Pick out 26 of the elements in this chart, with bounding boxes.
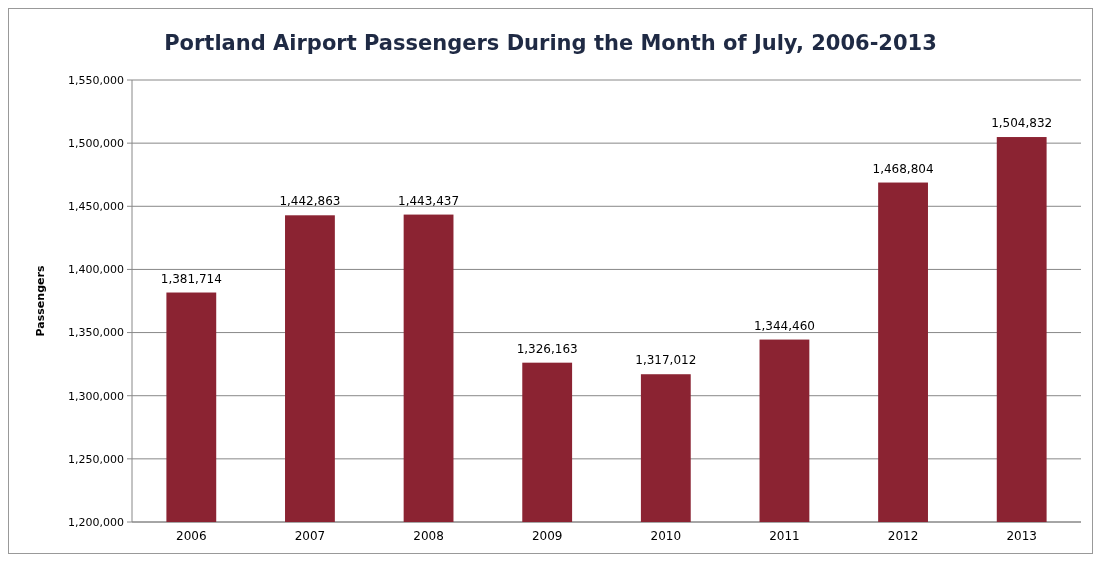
- y-tick-label: 1,400,000: [68, 263, 124, 277]
- y-tick-label: 1,500,000: [68, 136, 124, 150]
- data-label: 1,344,460: [753, 318, 815, 333]
- y-tick-label: 1,350,000: [68, 326, 124, 340]
- x-tick-label: 2007: [294, 529, 326, 543]
- y-tick-label: 1,250,000: [68, 452, 124, 466]
- y-tick-label: 1,200,000: [68, 515, 124, 529]
- y-tick-label: 1,300,000: [68, 389, 124, 403]
- x-tick-label: 2008: [413, 529, 444, 543]
- data-label: 1,317,012: [635, 353, 697, 368]
- x-tick-label: 2010: [650, 529, 682, 543]
- x-tick-label: 2012: [887, 529, 919, 543]
- data-label: 1,442,863: [279, 194, 341, 209]
- x-tick-label: 2011: [769, 529, 800, 543]
- data-label: 1,504,832: [991, 116, 1053, 131]
- y-tick-label: 1,450,000: [68, 200, 124, 214]
- chart-title: Portland Airport Passengers During the Month of July, 2006-2013: [164, 31, 937, 55]
- data-label: 1,468,804: [872, 161, 934, 176]
- data-label: 1,443,437: [398, 193, 460, 208]
- data-label: 1,326,163: [516, 341, 578, 356]
- data-label: 1,381,714: [160, 271, 222, 286]
- x-tick-label: 2013: [1006, 529, 1037, 543]
- y-axis-title: Passengers: [34, 265, 47, 337]
- x-tick-label: 2009: [531, 529, 563, 543]
- x-tick-label: 2006: [176, 529, 207, 543]
- y-tick-label: 1,550,000: [68, 73, 124, 87]
